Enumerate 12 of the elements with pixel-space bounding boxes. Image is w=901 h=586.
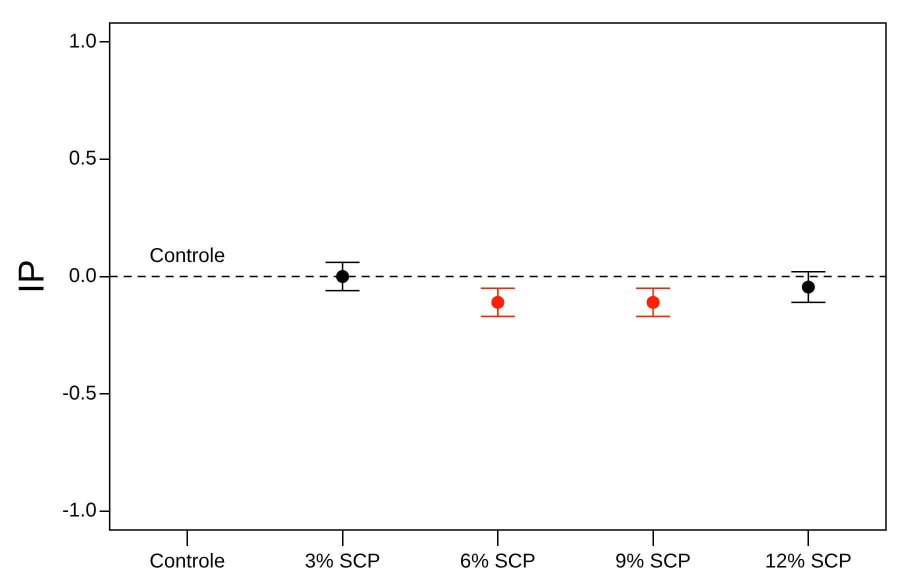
y-tick-label: 1.0: [68, 30, 97, 52]
x-tick-label: 6% SCP: [460, 550, 536, 573]
y-tick-label: -1.0: [62, 500, 97, 522]
x-tick-label: 9% SCP: [615, 550, 691, 573]
x-tick-label: 12% SCP: [765, 550, 852, 573]
y-tick-label: 0.5: [68, 148, 97, 170]
ref-line-label: Controle: [149, 245, 226, 268]
y-tick-label: -0.5: [62, 382, 97, 404]
y-axis-title: IP: [10, 259, 52, 294]
x-tick-label: 3% SCP: [304, 550, 380, 573]
x-tick-label: Controle: [149, 550, 226, 573]
y-tick-label: 0.0: [68, 265, 97, 288]
